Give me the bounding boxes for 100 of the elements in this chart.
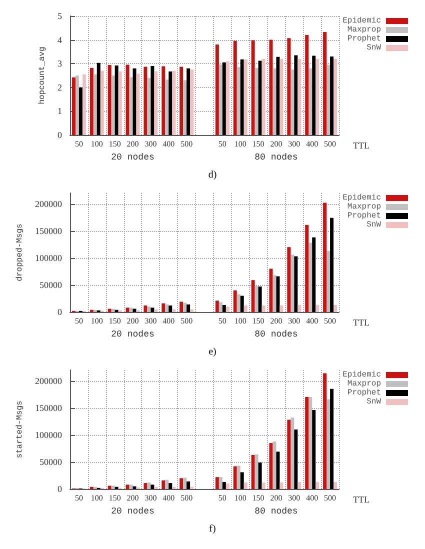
y-tick-label: 150000 (35, 226, 62, 236)
bar (215, 44, 219, 135)
bar (251, 40, 255, 135)
x-tick-label: 100 (90, 140, 103, 148)
bar (258, 462, 262, 489)
bar (215, 477, 219, 489)
bar (272, 68, 276, 135)
bar (316, 304, 320, 312)
bar (129, 484, 133, 489)
bar (258, 60, 262, 135)
x-tick-label: 50 (218, 316, 226, 326)
x-tick-label: 400 (306, 494, 318, 502)
bar (180, 478, 184, 489)
x-tick-label: 50 (74, 316, 83, 326)
x-tick-label: 300 (288, 316, 300, 326)
bar (108, 308, 112, 312)
x-tick-label: 150 (252, 140, 264, 148)
bar (180, 66, 184, 135)
bar (240, 296, 244, 312)
bar (298, 482, 302, 489)
x-tick-label: 100 (234, 316, 246, 326)
y-tick-label: 1 (58, 106, 62, 116)
bar (233, 466, 237, 489)
bar (323, 32, 327, 135)
x-tick-label: 200 (126, 316, 139, 326)
legend-label: Epidemic (342, 370, 382, 380)
bar (226, 61, 230, 135)
bar (222, 304, 226, 312)
x-tick-label: 400 (306, 140, 318, 148)
bar (334, 304, 338, 312)
bar (144, 66, 148, 135)
x-tick-label: 500 (180, 140, 193, 148)
bar (144, 306, 148, 312)
x-tick-label: 400 (162, 316, 175, 326)
bar (168, 71, 172, 135)
y-tick-label: 100000 (35, 430, 62, 440)
bar (254, 454, 258, 489)
bar (276, 452, 280, 489)
x-tick-label: 300 (144, 494, 157, 502)
bar (254, 286, 258, 312)
y-tick-label: 0 (58, 130, 62, 140)
bar (269, 443, 273, 489)
y-axis-title: started-Msgs (16, 400, 25, 458)
bar (276, 56, 280, 135)
bar (236, 67, 240, 135)
x-tick-label: 300 (288, 494, 300, 502)
bar (290, 70, 294, 135)
bar (233, 40, 237, 135)
bar (251, 280, 255, 312)
x-tick-label: 100 (90, 494, 103, 502)
bar (244, 482, 248, 489)
bar (222, 62, 226, 135)
bar (190, 70, 194, 135)
bar (305, 35, 309, 135)
y-axis-title: dropped-Msgs (16, 223, 25, 282)
bar (298, 58, 302, 135)
bar (218, 477, 222, 489)
bar (150, 66, 154, 135)
bar (316, 58, 320, 135)
legend-label: Maxprop (347, 202, 382, 212)
bar (280, 58, 284, 135)
bar (326, 399, 330, 489)
bar (165, 304, 169, 312)
x-tick-label: 50 (74, 494, 83, 502)
y-tick-label: 3 (58, 58, 62, 69)
bar (165, 480, 169, 489)
x-axis-title: TTL (353, 318, 370, 328)
bar (272, 275, 276, 312)
bar (126, 484, 130, 489)
text: f) (209, 524, 216, 534)
bar (165, 80, 169, 135)
y-tick-label: 2 (58, 82, 62, 92)
bar (326, 64, 330, 135)
bar (129, 308, 133, 312)
bar (172, 309, 176, 312)
y-tick-label: 150000 (35, 402, 62, 413)
bar (126, 308, 130, 312)
text: 20 nodes (111, 152, 154, 162)
bar (186, 304, 190, 312)
legend-label: SnW (366, 44, 382, 52)
x-tick-label: 150 (108, 494, 121, 502)
bar (168, 306, 172, 312)
bar (326, 250, 330, 312)
bar (93, 74, 97, 135)
x-tick-label: 150 (252, 316, 264, 326)
bar (150, 308, 154, 312)
text: 80 nodes (254, 506, 298, 516)
bar (126, 64, 130, 135)
bar (111, 308, 115, 312)
bar (330, 388, 334, 489)
bar (147, 482, 151, 489)
bar (290, 254, 294, 312)
y-tick-label: 200000 (35, 198, 62, 209)
bar (287, 420, 291, 489)
x-tick-label: 300 (144, 316, 157, 326)
bar (82, 74, 86, 135)
bar (294, 430, 298, 489)
bar (108, 65, 112, 135)
bar (144, 483, 148, 489)
x-tick-label: 300 (144, 140, 157, 148)
